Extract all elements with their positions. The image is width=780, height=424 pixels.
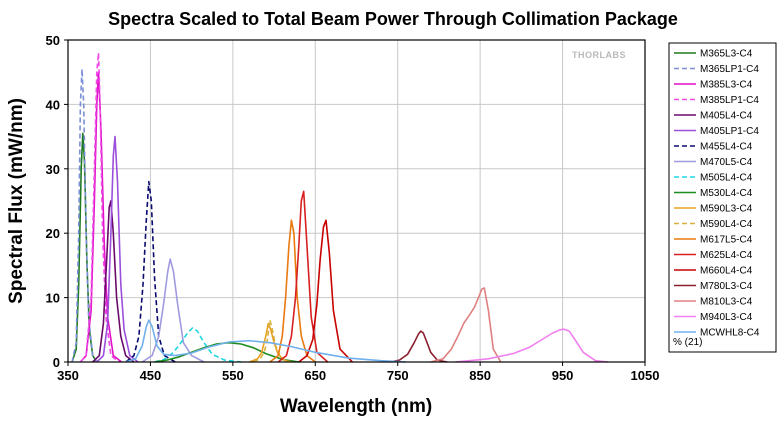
series-line-m405l4-c4 [92, 200, 135, 363]
y-tick-label: 20 [46, 226, 60, 241]
legend-label: M590L3-C4 [700, 204, 753, 215]
y-tick-label: 50 [46, 33, 60, 48]
legend-label: M660L4-C4 [700, 266, 753, 277]
series-line-mcwhl8-c4 [125, 319, 407, 363]
x-tick-label: 650 [304, 368, 326, 383]
series-line-m365l3-c4 [71, 132, 98, 363]
legend-label: M780L3-C4 [700, 281, 753, 292]
y-tick-label: 30 [46, 162, 60, 177]
legend-label: M940L3-C4 [700, 312, 753, 323]
legend-label: M405LP1-C4 [700, 126, 759, 137]
thorlabs-watermark: THORLABS [572, 50, 626, 60]
y-tick-label: 10 [46, 291, 60, 306]
legend-label: M365LP1-C4 [700, 64, 759, 75]
legend-label: M530L4-C4 [700, 188, 753, 199]
plot-area [67, 39, 646, 363]
x-tick-label: 550 [222, 368, 244, 383]
x-tick-label: 950 [552, 368, 574, 383]
y-axis-label: Spectral Flux (mW/nm) [6, 98, 27, 304]
series-line-m810l3-c4 [430, 287, 502, 363]
legend-label: M385L3-C4 [700, 80, 753, 91]
legend-label: M625L4-C4 [700, 250, 753, 261]
x-tick-label: 350 [57, 368, 79, 383]
y-tick-label: 40 [46, 97, 60, 112]
series-line-m780l3-c4 [389, 330, 448, 363]
x-tick-label: 750 [387, 368, 409, 383]
x-axis-label: Wavelength (nm) [280, 396, 432, 417]
x-tick-label: 1050 [631, 368, 660, 383]
legend-label: M617L5-C4 [700, 235, 753, 246]
x-tick-label: 850 [469, 368, 491, 383]
series-line-m617l5-c4 [269, 219, 316, 363]
series-line-m625l4-c4 [277, 190, 329, 363]
y-axis-ticks: 0 10 20 30 40 50 [46, 33, 68, 370]
series-line-m455l4-c4 [125, 180, 176, 363]
y-tick-label: 0 [53, 355, 60, 370]
plot-frame [67, 39, 646, 363]
legend-label: M455L4-C4 [700, 142, 753, 153]
legend-label: MCWHL8-C4 [700, 328, 760, 339]
series-lines [71, 52, 608, 363]
series-line-m660l4-c4 [298, 219, 353, 363]
x-axis-ticks: 350 450 550 650 750 850 950 1050 [57, 362, 659, 383]
legend-footer: % (21) [673, 337, 702, 348]
legend-label: M810L3-C4 [700, 297, 753, 308]
legend-label: M405L4-C4 [700, 111, 753, 122]
series-line-m405lp1-c4 [96, 135, 139, 363]
series-line-m365lp1-c4 [71, 68, 98, 363]
chart-title: Spectra Scaled to Total Beam Power Throu… [108, 9, 678, 29]
legend: M365L3-C4 M365LP1-C4 M385L3-C4 M385LP1-C4 M4… [668, 42, 777, 353]
legend-label: M385LP1-C4 [700, 95, 759, 106]
legend-label: M505L4-C4 [700, 173, 753, 184]
series-line-m940l3-c4 [455, 328, 608, 363]
legend-label: M470L5-C4 [700, 157, 753, 168]
x-tick-label: 450 [140, 368, 162, 383]
legend-label: M365L3-C4 [700, 49, 753, 60]
legend-label: M590L4-C4 [700, 219, 753, 230]
